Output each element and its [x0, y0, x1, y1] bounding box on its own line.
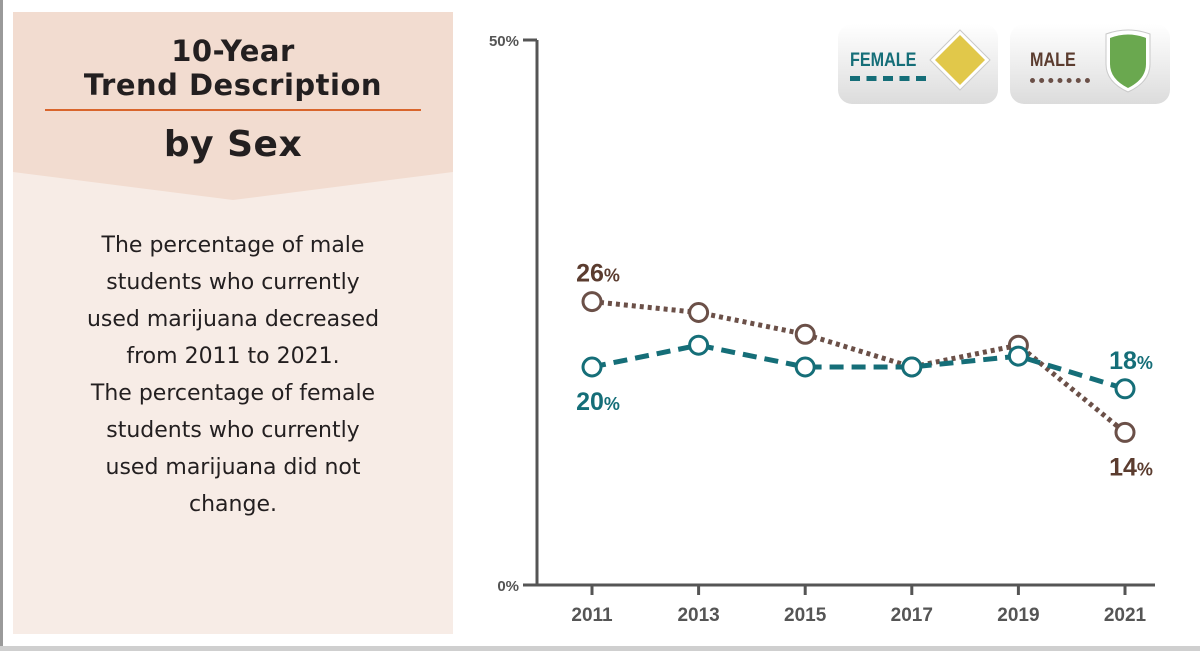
x-tick-label: 2017 — [891, 605, 933, 626]
description-line: The percentage of male — [101, 233, 365, 258]
female-data-point — [1114, 378, 1136, 400]
y-tick-label: 50% — [489, 33, 519, 50]
female-data-point — [1007, 345, 1029, 367]
male-data-label: 26% — [576, 260, 620, 288]
green-shield-icon — [1105, 29, 1151, 93]
x-tick-label: 2015 — [784, 605, 827, 626]
y-tick-label: 0% — [497, 578, 519, 595]
legend-male: MALE — [1010, 24, 1170, 104]
panel-title-line2: Trend Description — [83, 68, 383, 102]
male-data-label: 14% — [1109, 453, 1153, 481]
panel-title: 10-Year Trend Description — [13, 34, 453, 102]
description-line: from 2011 to 2021. — [126, 344, 340, 369]
male-data-point — [581, 291, 603, 313]
panel-description: The percentage of male students who curr… — [53, 227, 413, 523]
panel-header — [13, 12, 453, 172]
male-data-point — [1114, 421, 1136, 443]
female-data-point — [581, 356, 603, 378]
panel-title-divider — [45, 109, 421, 111]
female-data-label: 18% — [1109, 347, 1153, 375]
x-tick-label: 2019 — [997, 605, 1039, 626]
female-data-label: 20% — [576, 388, 620, 416]
male-data-point — [688, 302, 710, 323]
female-data-point — [688, 334, 710, 356]
description-line: The percentage of female — [90, 381, 376, 406]
legend-female-label: FEMALE — [850, 50, 917, 71]
legend-male-label: MALE — [1030, 50, 1076, 71]
legend-male-line — [1030, 78, 1090, 83]
x-tick-label: 2011 — [571, 605, 613, 626]
female-series-line — [591, 342, 1126, 392]
legend-female-line — [850, 76, 926, 81]
panel-subtitle: by Sex — [163, 124, 303, 165]
window-frame-left — [0, 0, 3, 651]
female-data-point — [794, 356, 816, 378]
panel-header-notch — [13, 172, 453, 200]
window-frame-bottom — [0, 646, 1200, 651]
male-data-point — [794, 323, 816, 345]
description-line: students who currently — [106, 418, 360, 443]
x-tick-label: 2013 — [677, 605, 719, 626]
yellow-diamond-sign-icon — [929, 29, 991, 91]
description-line: students who currently — [106, 270, 360, 295]
description-line: used marijuana decreased — [86, 307, 380, 332]
description-line: change. — [189, 492, 277, 517]
panel-title-line1: 10-Year — [171, 34, 295, 68]
female-data-point — [901, 356, 923, 378]
legend-female: FEMALE — [838, 24, 998, 104]
description-line: used marijuana did not — [105, 455, 361, 480]
description-panel: 10-Year Trend Description by Sex The per… — [13, 12, 453, 634]
x-tick-label: 2021 — [1104, 605, 1147, 626]
